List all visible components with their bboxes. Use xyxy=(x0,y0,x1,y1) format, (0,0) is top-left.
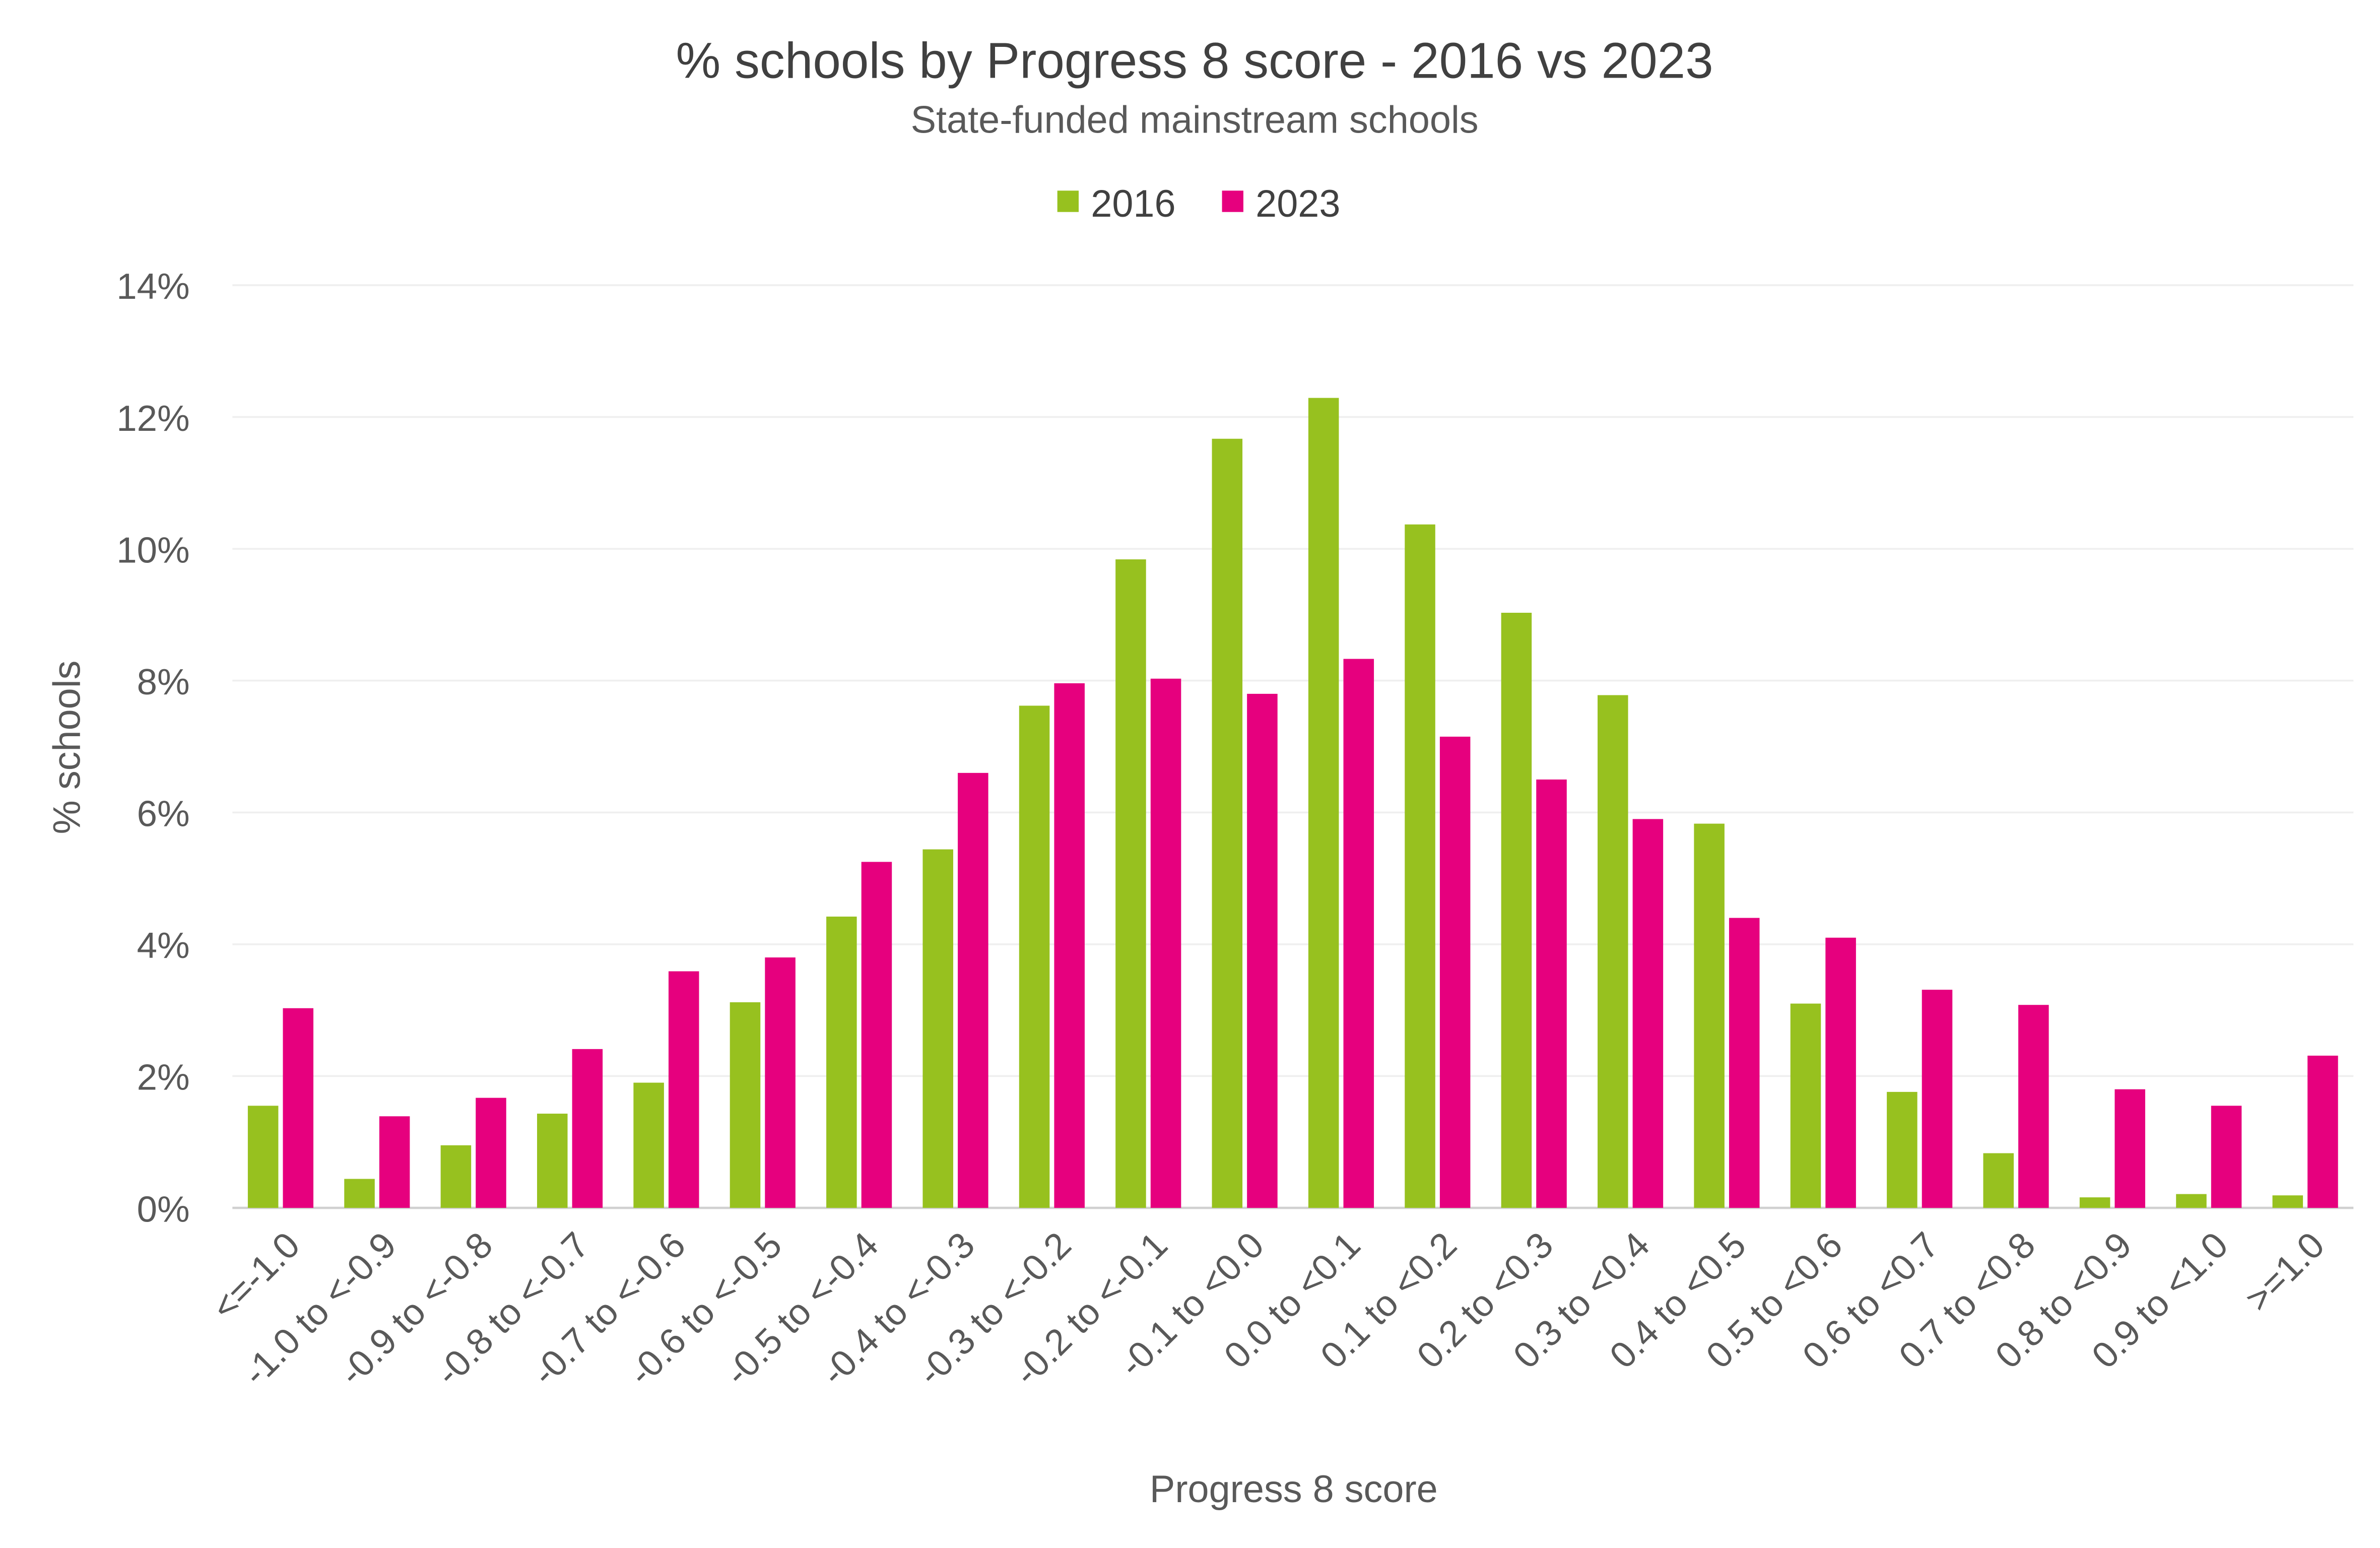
bar-2016 xyxy=(826,916,857,1208)
bar-2016 xyxy=(1115,559,1146,1208)
bar-2016 xyxy=(1694,823,1725,1208)
bar-2016 xyxy=(1597,695,1628,1208)
bar-2023 xyxy=(1729,918,1760,1208)
bar-2023 xyxy=(1825,937,1856,1208)
bar-2023 xyxy=(958,772,988,1208)
bar-2023 xyxy=(572,1049,603,1208)
bar-2016 xyxy=(1308,398,1339,1208)
bar-2016 xyxy=(1790,1003,1821,1208)
bar-2016 xyxy=(1405,524,1435,1208)
bar-2023 xyxy=(1536,779,1567,1208)
bar-2023 xyxy=(1343,659,1374,1208)
bar-2016 xyxy=(922,849,953,1208)
x-axis-ticks: <=-1.0-1.0 to <-0.9-0.9 to <-0.8-0.8 to … xyxy=(204,1224,2332,1394)
bar-2016 xyxy=(537,1114,568,1208)
bar-2023 xyxy=(1150,678,1181,1208)
legend: 2016 2023 xyxy=(1057,183,1340,225)
y-axis-title: % schools xyxy=(46,661,89,834)
bar-2023 xyxy=(1632,819,1664,1208)
bar-2016 xyxy=(1019,705,1050,1208)
y-tick-label: 8% xyxy=(137,662,190,702)
chart-subtitle: State-funded mainstream schools xyxy=(911,99,1479,141)
bar-2023 xyxy=(1439,736,1471,1208)
y-tick-label: 6% xyxy=(137,794,190,834)
bar-2023 xyxy=(476,1098,506,1208)
y-tick-label: 4% xyxy=(137,925,190,966)
bar-2016 xyxy=(440,1145,472,1208)
bar-2016 xyxy=(2079,1197,2110,1208)
bar-2016 xyxy=(2176,1194,2207,1208)
bar-2023 xyxy=(1247,693,1278,1208)
y-tick-label: 0% xyxy=(137,1189,190,1230)
bar-2023 xyxy=(765,957,796,1208)
bar-2023 xyxy=(1922,990,1953,1208)
bar-2023 xyxy=(2211,1106,2242,1208)
y-tick-label: 14% xyxy=(116,266,189,307)
bar-2023 xyxy=(2114,1089,2145,1208)
bar-2023 xyxy=(668,971,699,1208)
legend-label: 2023 xyxy=(1255,183,1340,225)
legend-swatch-2016 xyxy=(1057,190,1079,212)
legend-label: 2016 xyxy=(1091,183,1175,225)
bar-2016 xyxy=(1983,1153,2014,1208)
bar-2023 xyxy=(379,1116,410,1208)
y-axis-ticks: 0% 2% 4% 6% 8% 10% 12% 14% xyxy=(116,266,189,1230)
bar-2016 xyxy=(1212,438,1243,1208)
chart-title: % schools by Progress 8 score - 2016 vs … xyxy=(676,33,1713,89)
y-tick-label: 12% xyxy=(116,398,189,439)
x-tick-label: >=1.0 xyxy=(2237,1224,2333,1320)
bar-2023 xyxy=(2307,1055,2338,1208)
bar-2016 xyxy=(2272,1195,2303,1208)
legend-swatch-2023 xyxy=(1222,190,1243,212)
bar-2016 xyxy=(1501,613,1532,1208)
bar-2023 xyxy=(2018,1005,2049,1208)
bar-2016 xyxy=(730,1002,761,1208)
y-tick-label: 10% xyxy=(116,530,189,570)
bar-2016 xyxy=(344,1179,375,1208)
bar-2016 xyxy=(633,1082,664,1208)
x-axis-title: Progress 8 score xyxy=(1150,1468,1438,1511)
bar-2016 xyxy=(247,1106,279,1208)
bar-2023 xyxy=(283,1008,314,1208)
y-tick-label: 2% xyxy=(137,1057,190,1098)
bar-2023 xyxy=(1054,683,1085,1208)
bars xyxy=(247,398,2338,1208)
bar-2016 xyxy=(1887,1091,1918,1208)
bar-2023 xyxy=(861,862,892,1208)
